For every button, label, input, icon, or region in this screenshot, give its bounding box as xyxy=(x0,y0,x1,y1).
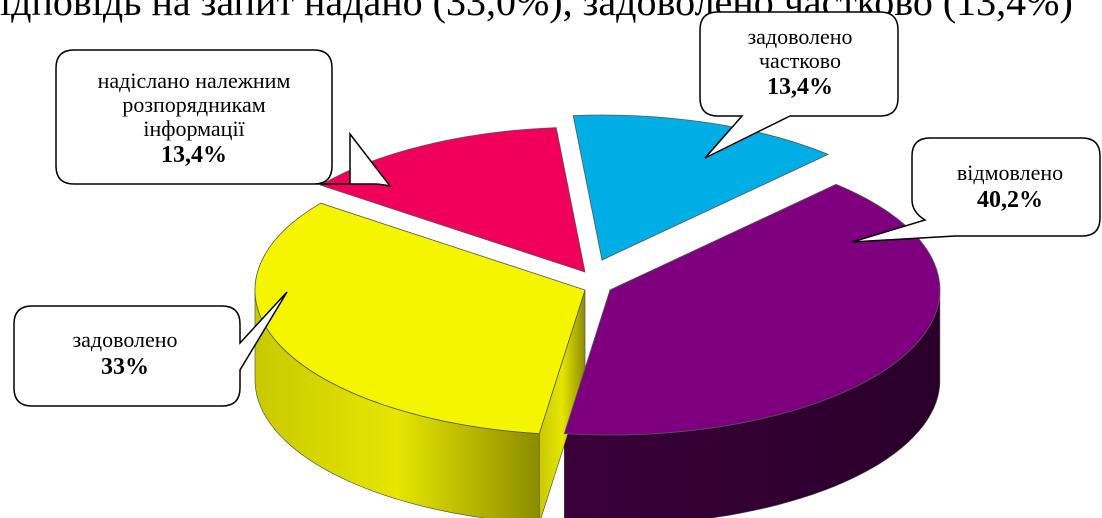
value-forwarded: 13,4% xyxy=(161,142,227,168)
value-refused: 40,2% xyxy=(977,187,1043,213)
slice-fully xyxy=(254,202,586,435)
callout-partial: задоволено частково 13,4% xyxy=(699,11,899,159)
label-forwarded-3: інформації xyxy=(143,116,245,141)
label-refused: відмовлено xyxy=(957,160,1063,185)
value-partial: 13,4% xyxy=(767,74,833,100)
pie-slices xyxy=(254,114,941,518)
label-forwarded-2: розпорядникам xyxy=(122,92,265,117)
callout-fully: задоволено 33% xyxy=(13,291,288,407)
slice-forwarded xyxy=(319,127,586,273)
callout-refused: відмовлено 40,2% xyxy=(851,137,1101,243)
label-fully: задоволено xyxy=(72,327,177,352)
callout-box-partial xyxy=(699,11,899,159)
value-fully: 33% xyxy=(101,354,149,380)
slice-partial xyxy=(572,114,830,261)
callout-box-fully xyxy=(13,291,288,407)
label-partial-2: частково xyxy=(759,48,841,73)
label-partial-1: задоволено xyxy=(747,24,852,49)
callout-forwarded: надіслано належним розпорядникам інформа… xyxy=(55,49,392,188)
callout-box-refused xyxy=(851,137,1101,243)
callout-box-forwarded xyxy=(55,49,392,188)
label-forwarded-1: надіслано належним xyxy=(98,68,291,93)
